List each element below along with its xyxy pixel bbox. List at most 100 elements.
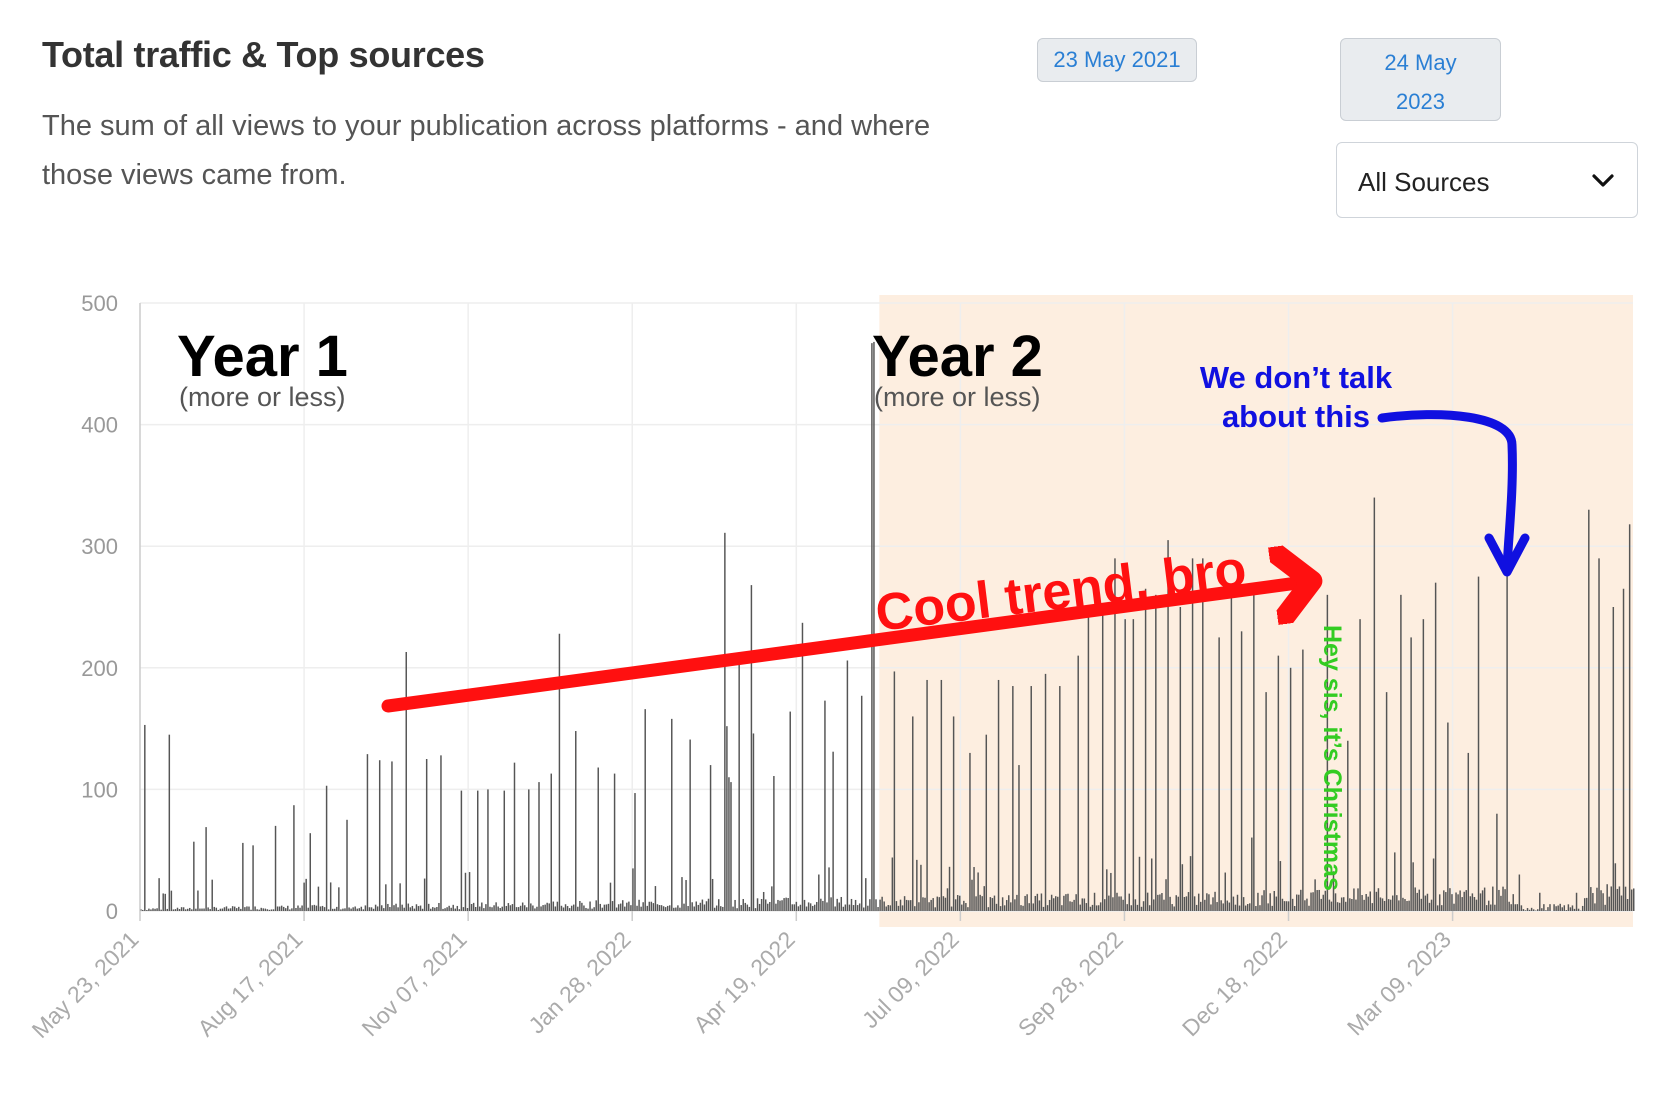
bar xyxy=(946,888,949,911)
end-date-button[interactable]: 24 May 2023 xyxy=(1340,38,1501,121)
bar xyxy=(1042,906,1045,911)
bar xyxy=(325,785,328,911)
bar xyxy=(1436,905,1439,911)
bar xyxy=(164,893,166,911)
bar xyxy=(395,903,397,911)
bar xyxy=(1118,896,1120,911)
bar xyxy=(366,754,369,911)
blue-note-line1: We don’t talk xyxy=(1200,360,1393,395)
bar xyxy=(1124,619,1126,911)
bar xyxy=(364,905,367,911)
bar xyxy=(677,905,679,911)
source-filter-value: All Sources xyxy=(1358,167,1490,197)
bar xyxy=(342,908,344,911)
bar xyxy=(1324,890,1327,911)
bar xyxy=(666,905,669,911)
bar xyxy=(1379,897,1382,911)
bar xyxy=(599,903,602,911)
bar xyxy=(795,901,798,911)
bar xyxy=(1387,899,1390,911)
bar xyxy=(932,898,934,911)
bar xyxy=(744,902,747,911)
bar xyxy=(1422,619,1425,911)
bar xyxy=(793,904,796,911)
bar xyxy=(705,901,708,911)
bar xyxy=(1583,898,1586,911)
bar xyxy=(321,905,324,911)
bar xyxy=(254,906,256,911)
bar xyxy=(293,805,295,911)
bar xyxy=(323,907,326,911)
source-filter-dropdown[interactable]: All Sources xyxy=(1336,142,1638,218)
bar xyxy=(975,896,977,911)
bar xyxy=(668,905,671,911)
bar xyxy=(542,905,544,911)
bar xyxy=(348,907,350,911)
bar xyxy=(336,906,338,911)
bar xyxy=(1167,540,1169,911)
bar xyxy=(1200,901,1202,911)
bar xyxy=(468,872,471,911)
bar xyxy=(1408,900,1410,911)
bar xyxy=(1432,858,1435,911)
bar xyxy=(769,902,771,911)
bar xyxy=(650,901,653,911)
bar xyxy=(1155,594,1157,911)
bar xyxy=(1302,649,1304,911)
bar xyxy=(822,900,824,911)
bar xyxy=(1414,887,1416,911)
bar xyxy=(752,733,755,911)
x-tick-label: Mar 09, 2023 xyxy=(1342,926,1456,1040)
bar xyxy=(1044,673,1047,911)
bar xyxy=(1134,899,1137,911)
bar xyxy=(654,886,657,911)
bar xyxy=(887,905,889,911)
bar xyxy=(944,897,947,911)
bar xyxy=(1389,899,1392,911)
bar xyxy=(818,874,820,911)
start-date-button[interactable]: 23 May 2021 xyxy=(1037,38,1197,82)
bar xyxy=(1332,871,1335,911)
bar xyxy=(638,899,640,911)
bar xyxy=(197,890,199,911)
bar xyxy=(1057,896,1059,911)
bar xyxy=(556,901,559,911)
bar xyxy=(1590,887,1592,911)
bar xyxy=(1510,904,1512,911)
bar xyxy=(1202,558,1204,911)
bar xyxy=(186,908,189,911)
bar xyxy=(640,906,642,911)
bar xyxy=(1193,896,1196,911)
bar xyxy=(1573,908,1576,911)
bar xyxy=(736,908,738,911)
bar xyxy=(707,898,710,911)
bar xyxy=(767,903,769,911)
bar xyxy=(860,695,863,911)
bar xyxy=(1365,894,1367,911)
bar xyxy=(624,906,626,911)
bar xyxy=(1445,892,1447,911)
bar xyxy=(329,882,332,911)
bar xyxy=(331,908,334,911)
bar-series xyxy=(140,341,1635,911)
bar xyxy=(840,896,843,911)
bar xyxy=(427,903,430,911)
bar xyxy=(280,905,283,911)
bar xyxy=(360,906,363,911)
bar xyxy=(158,878,160,911)
x-tick-label: Dec 18, 2022 xyxy=(1177,926,1292,1041)
bar xyxy=(1185,896,1188,911)
bar xyxy=(1438,894,1441,911)
bar xyxy=(1443,890,1445,911)
bar xyxy=(1608,896,1610,911)
bar xyxy=(278,906,281,911)
bar xyxy=(268,909,271,911)
bar xyxy=(1467,752,1470,911)
bar xyxy=(403,907,405,911)
bar xyxy=(807,902,810,911)
bar xyxy=(993,895,996,911)
bar xyxy=(577,906,579,911)
bar xyxy=(711,878,714,911)
bar xyxy=(266,909,269,911)
bar xyxy=(434,907,436,911)
